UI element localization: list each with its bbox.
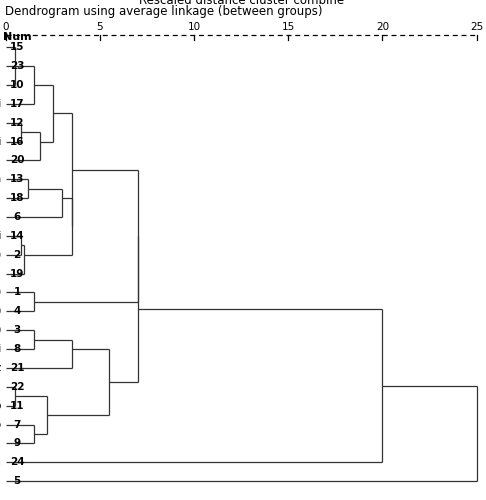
Text: 20: 20 (376, 22, 389, 32)
Text: 24: 24 (10, 458, 24, 468)
Text: Naxi (Nakhi): Naxi (Nakhi) (0, 156, 1, 166)
Text: 17: 17 (10, 99, 24, 109)
Text: 10: 10 (10, 80, 24, 90)
Text: Hani: Hani (0, 231, 1, 241)
Text: 25: 25 (470, 22, 483, 32)
Text: 2: 2 (13, 250, 20, 260)
Text: 16: 16 (10, 136, 24, 146)
Text: Qiang: Qiang (0, 61, 1, 71)
Text: Label: Label (0, 32, 1, 42)
Text: Dendrogram using average linkage (between groups): Dendrogram using average linkage (betwee… (5, 5, 322, 18)
Text: 22: 22 (10, 382, 24, 392)
Text: Mongolian (combined): Mongolian (combined) (0, 288, 1, 298)
Text: 9: 9 (14, 438, 20, 448)
Text: Rescaled distance cluster combine: Rescaled distance cluster combine (139, 0, 344, 6)
Text: 12: 12 (10, 118, 24, 128)
Text: Dai: Dai (0, 136, 1, 146)
Text: Tujia: Tujia (0, 174, 1, 184)
Text: 8: 8 (13, 344, 20, 354)
Text: 5: 5 (97, 22, 103, 32)
Text: 20: 20 (10, 156, 24, 166)
Text: Kirghiz: Kirghiz (0, 363, 1, 373)
Text: 0: 0 (2, 22, 9, 32)
Text: Num: Num (2, 32, 31, 42)
Text: Yi: Yi (0, 344, 1, 354)
Text: 11: 11 (10, 400, 24, 410)
Text: Sala: Sala (0, 458, 1, 468)
Text: Tu: Tu (0, 382, 1, 392)
Text: Li: Li (0, 99, 1, 109)
Text: Dong: Dong (0, 80, 1, 90)
Text: Tibetan: Tibetan (0, 212, 1, 222)
Text: Korean (combined): Korean (combined) (0, 476, 1, 486)
Text: Wa (Va): Wa (Va) (0, 268, 1, 278)
Text: Hui (combined): Hui (combined) (0, 250, 1, 260)
Text: 13: 13 (10, 174, 24, 184)
Text: 18: 18 (10, 193, 24, 203)
Text: 15: 15 (10, 42, 24, 52)
Text: 5: 5 (13, 476, 20, 486)
Text: Miao: Miao (0, 420, 1, 430)
Text: 6: 6 (13, 212, 20, 222)
Text: Yao: Yao (0, 400, 1, 410)
Text: 15: 15 (281, 22, 295, 32)
Text: 21: 21 (10, 363, 24, 373)
Text: 4: 4 (13, 306, 20, 316)
Text: Kazakh (Hasake): Kazakh (Hasake) (0, 42, 1, 52)
Text: Uighur (combined): Uighur (combined) (0, 325, 1, 335)
Text: 7: 7 (13, 420, 20, 430)
Text: 10: 10 (188, 22, 201, 32)
Text: Lisu: Lisu (0, 193, 1, 203)
Text: 3: 3 (13, 325, 20, 335)
Text: 14: 14 (10, 231, 24, 241)
Text: 19: 19 (10, 268, 24, 278)
Text: Buyi: Buyi (0, 438, 1, 448)
Text: Zhuang (combined): Zhuang (combined) (0, 306, 1, 316)
Text: 23: 23 (10, 61, 24, 71)
Text: Bai: Bai (0, 118, 1, 128)
Text: 1: 1 (13, 288, 20, 298)
